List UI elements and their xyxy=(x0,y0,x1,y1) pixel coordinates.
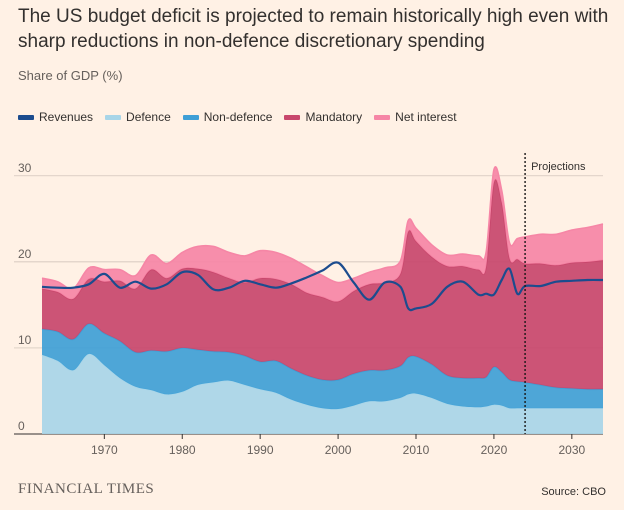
x-tick-label-1980: 1980 xyxy=(169,443,196,457)
x-tick-label-2020: 2020 xyxy=(481,443,508,457)
legend-item-non-defence: Non-defence xyxy=(182,110,273,124)
legend-swatch-mandatory xyxy=(284,114,301,120)
legend-item-revenues: Revenues xyxy=(18,110,93,124)
legend-swatch-net-interest xyxy=(374,114,391,120)
legend-swatch-non-defence xyxy=(182,114,199,120)
x-tick-label-1970: 1970 xyxy=(91,443,118,457)
x-tick-label-1990: 1990 xyxy=(247,443,274,457)
legend-swatch-revenues xyxy=(18,114,34,120)
legend-item-net-interest: Net interest xyxy=(374,110,457,124)
y-tick-label-0: 0 xyxy=(18,419,25,433)
y-tick-label-10: 10 xyxy=(18,333,32,347)
legend-label-net-interest: Net interest xyxy=(395,110,457,124)
area-non-defence xyxy=(42,323,603,410)
area-mandatory xyxy=(42,179,603,390)
line-revenues xyxy=(41,261,604,312)
legend-label-defence: Defence xyxy=(126,110,171,124)
legend-label-mandatory: Mandatory xyxy=(305,110,363,124)
source-note: Source: CBO xyxy=(541,486,606,498)
projections-label: Projections xyxy=(531,161,586,173)
y-tick-label-20: 20 xyxy=(18,247,32,261)
y-tick-label-30: 30 xyxy=(18,161,32,175)
legend-swatch-defence xyxy=(105,114,122,120)
legend-item-defence: Defence xyxy=(105,110,171,124)
legend: Revenues Defence Non-defence Mandatory N… xyxy=(18,110,457,124)
y-axis-unit-label: Share of GDP (%) xyxy=(18,68,123,83)
chart-title: The US budget deficit is projected to re… xyxy=(18,6,609,52)
area-edge-net-interest xyxy=(41,166,604,290)
ft-logo: FINANCIAL TIMES xyxy=(18,481,155,497)
area-defence xyxy=(42,353,603,434)
x-tick-label-2000: 2000 xyxy=(325,443,352,457)
legend-label-revenues: Revenues xyxy=(39,110,94,124)
x-tick-label-2030: 2030 xyxy=(558,443,585,457)
legend-item-mandatory: Mandatory xyxy=(284,110,362,124)
x-tick-label-2010: 2010 xyxy=(403,443,430,457)
legend-label-non-defence: Non-defence xyxy=(203,110,273,124)
area-net-interest xyxy=(42,166,603,302)
